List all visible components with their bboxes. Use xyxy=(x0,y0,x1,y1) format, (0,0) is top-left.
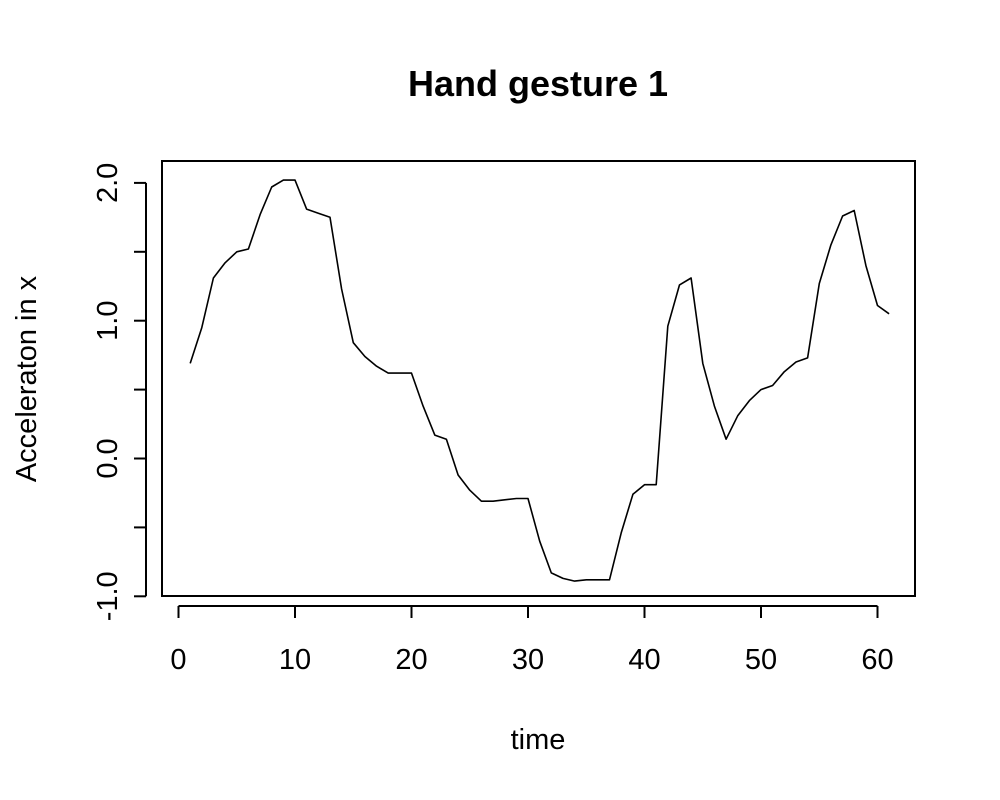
x-tick-label: 60 xyxy=(861,644,893,676)
x-tick-label: 30 xyxy=(512,644,544,676)
y-tick-label: 0.0 xyxy=(92,438,124,478)
y-tick-label: 2.0 xyxy=(92,163,124,203)
plot-area xyxy=(161,160,916,597)
x-tick-label: 40 xyxy=(628,644,660,676)
x-tick-label: 10 xyxy=(279,644,311,676)
chart-title: Hand gesture 1 xyxy=(408,63,668,104)
x-tick-label: 0 xyxy=(170,644,186,676)
series-layer xyxy=(189,179,890,582)
y-axis: -1.0 0.0 1.0 2.0 xyxy=(92,163,147,621)
series-line-1 xyxy=(189,179,890,582)
y-tick-label: 1.0 xyxy=(92,301,124,341)
y-axis-label: Acceleraton in x xyxy=(11,275,43,482)
x-axis-label: time xyxy=(511,724,566,756)
x-axis: 0 10 20 30 40 50 60 xyxy=(170,605,894,676)
x-tick-label: 50 xyxy=(745,644,777,676)
x-tick-label: 20 xyxy=(395,644,427,676)
y-tick-label: -1.0 xyxy=(92,571,124,621)
